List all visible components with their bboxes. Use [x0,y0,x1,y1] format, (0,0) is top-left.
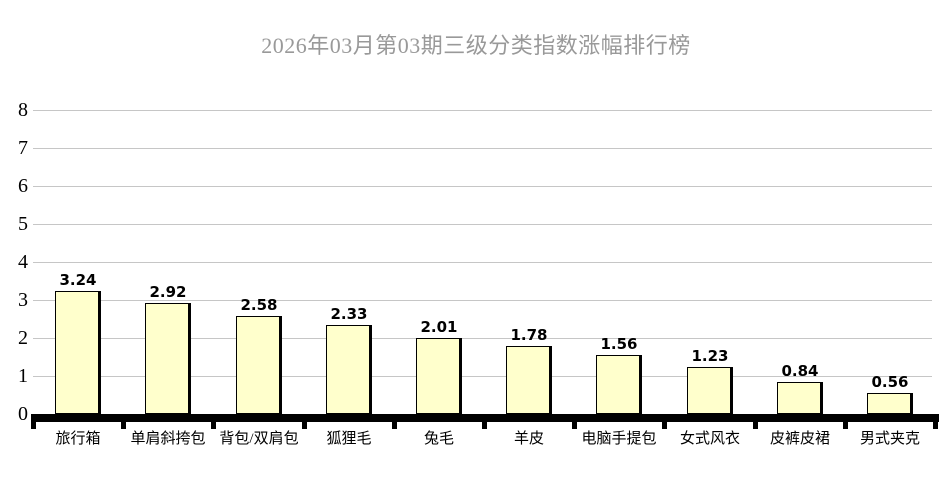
bar [506,346,552,414]
x-axis-label: 兔毛 [423,431,454,447]
bar-value-label: 1.23 [691,347,729,365]
y-tick-label: 4 [18,251,28,273]
bar [687,367,733,414]
gridline [33,262,932,263]
x-axis-tick [753,422,758,429]
gridline [33,148,932,149]
x-axis-tick [933,422,938,429]
y-tick-label: 6 [18,175,28,197]
bar-value-label: 1.56 [600,335,638,353]
x-axis-label: 女式风衣 [679,431,740,447]
bar [867,393,913,414]
y-tick-label: 1 [18,365,28,387]
bar [416,338,462,414]
bar-value-label: 0.84 [781,362,819,380]
y-tick-label: 0 [18,403,28,425]
x-axis-tick [482,422,487,429]
bar [326,325,372,414]
x-axis-label: 羊皮 [513,431,544,447]
x-axis-label: 皮裤皮裙 [769,431,830,447]
bar-value-label: 2.33 [330,305,368,323]
bar [596,355,642,414]
bar [55,291,101,414]
x-axis-tick [302,422,307,429]
x-axis-tick [392,422,397,429]
gridline [33,338,932,339]
bar-value-label: 2.01 [420,318,458,336]
gridline [33,224,932,225]
gridline [33,300,932,301]
bar-value-label: 2.58 [240,296,278,314]
x-axis-tick [843,422,848,429]
bar-value-label: 3.24 [59,271,97,289]
bar-value-label: 2.92 [149,283,187,301]
x-axis-tick [211,422,216,429]
bar-value-label: 1.78 [510,326,548,344]
gridline [33,110,932,111]
x-axis-label: 旅行箱 [55,431,101,447]
bar [777,382,823,414]
gridline [33,376,932,377]
x-axis-label: 背包/双肩包 [219,431,299,447]
x-axis-tick [31,422,36,429]
bar [236,316,282,414]
y-tick-label: 3 [18,289,28,311]
x-axis-tick [662,422,667,429]
y-tick-label: 7 [18,137,28,159]
bar-value-label: 0.56 [871,373,909,391]
x-axis-label: 电脑手提包 [581,431,657,447]
x-axis-tick [572,422,577,429]
x-axis-line [31,414,939,422]
gridline [33,186,932,187]
bar [145,303,191,414]
x-axis-tick [121,422,126,429]
x-axis-label: 男式夹克 [859,431,920,447]
x-axis-label: 狐狸毛 [326,431,372,447]
x-axis-label: 单肩斜挎包 [130,431,206,447]
chart-title: 2026年03月第03期三级分类指数涨幅排行榜 [261,33,691,58]
y-tick-label: 5 [18,213,28,235]
y-tick-label: 8 [18,99,28,121]
y-tick-label: 2 [18,327,28,349]
